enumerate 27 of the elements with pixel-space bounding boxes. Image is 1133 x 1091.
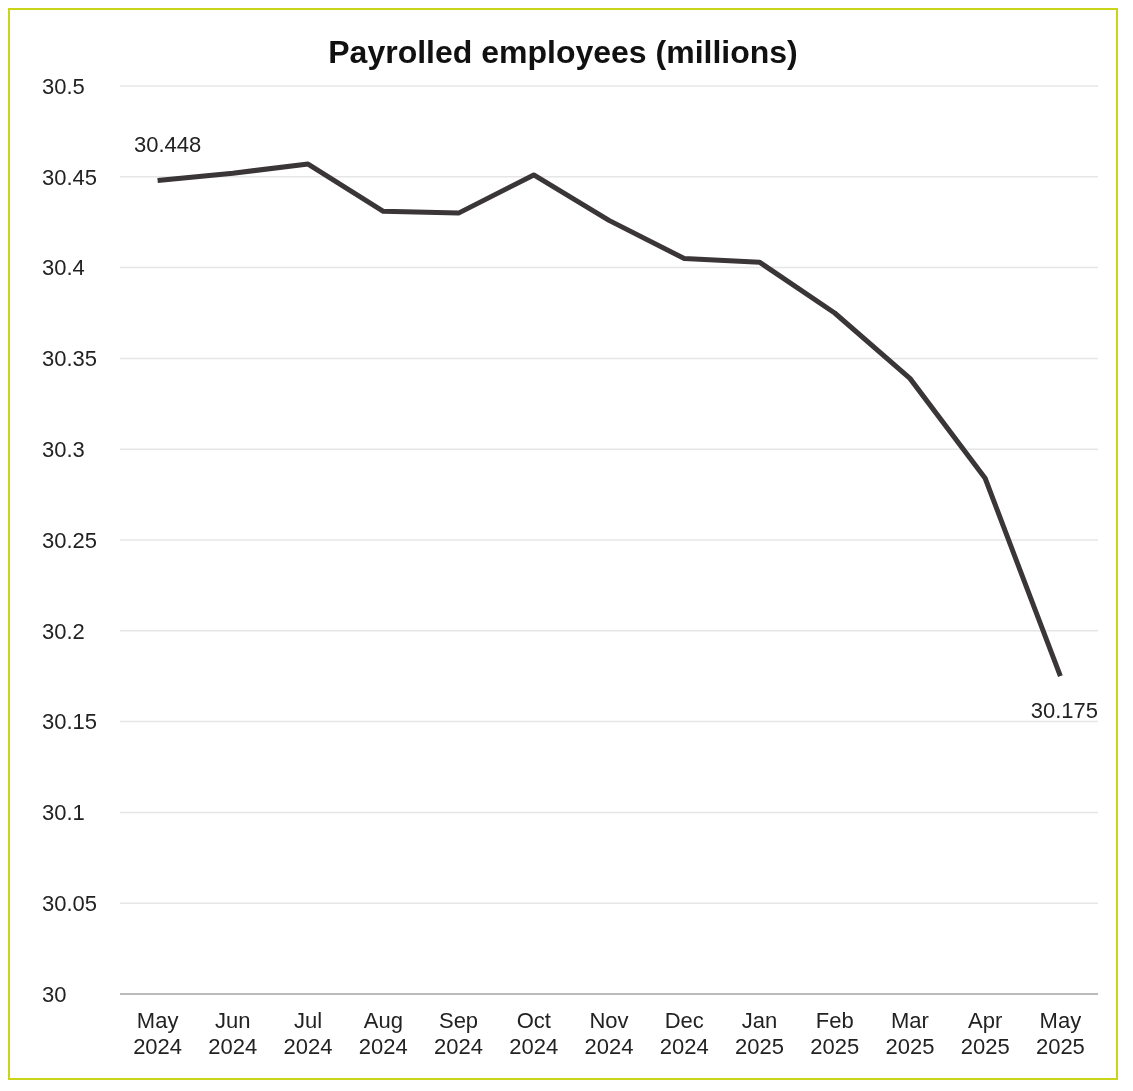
y-tick-label: 30.1 (42, 800, 85, 826)
y-tick-label: 30 (42, 981, 67, 1007)
y-tick-label: 30.45 (42, 164, 98, 190)
x-tick-label: Mar 2025 (885, 1008, 935, 1059)
x-tick-label: Jun 2024 (208, 1008, 258, 1059)
y-tick-label: 30.3 (42, 437, 85, 463)
data-label: 30.448 (133, 132, 202, 158)
x-tick-label: Dec 2024 (659, 1008, 709, 1059)
y-tick-label: 30.5 (42, 73, 85, 99)
x-tick-label: Apr 2025 (960, 1008, 1010, 1059)
x-tick-label: Sep 2024 (434, 1008, 484, 1059)
x-tick-label: Nov 2024 (584, 1008, 634, 1059)
x-tick-label: Aug 2024 (358, 1008, 408, 1059)
chart-title: Payrolled employees (millions) (327, 34, 799, 72)
x-tick-label: Jan 2025 (734, 1008, 784, 1059)
x-tick-label: Oct 2024 (509, 1008, 559, 1059)
y-tick-label: 30.15 (42, 709, 98, 735)
y-tick-label: 30.4 (42, 255, 85, 281)
x-tick-label: May 2024 (133, 1008, 183, 1059)
y-tick-label: 30.25 (42, 527, 98, 553)
x-tick-label: Jul 2024 (283, 1008, 333, 1059)
x-tick-label: May 2025 (1035, 1008, 1085, 1059)
x-tick-label: Feb 2025 (810, 1008, 860, 1059)
y-tick-label: 30.35 (42, 346, 98, 372)
data-label: 30.175 (1030, 698, 1099, 724)
y-tick-label: 30.2 (42, 618, 85, 644)
y-tick-label: 30.05 (42, 891, 98, 917)
